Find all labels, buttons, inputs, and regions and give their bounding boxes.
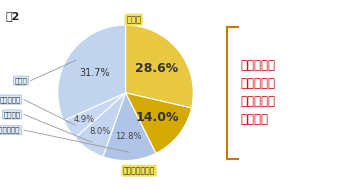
Wedge shape [75, 93, 126, 157]
Text: 31.7%: 31.7% [79, 67, 110, 77]
Text: 図2: 図2 [5, 11, 20, 21]
Text: 視覚障害の
４割以上が
視野が狭く
なる疾患: 視覚障害の ４割以上が 視野が狭く なる疾患 [241, 59, 276, 126]
Text: 黄斑変性: 黄斑変性 [4, 111, 21, 118]
Wedge shape [103, 93, 156, 160]
Text: 糖尿病網膜症: 糖尿病網膜症 [0, 127, 21, 133]
Text: 28.6%: 28.6% [135, 62, 178, 75]
Wedge shape [126, 93, 191, 153]
Text: 緑内障: 緑内障 [126, 15, 141, 24]
Text: 4.9%: 4.9% [74, 115, 95, 124]
Text: 14.0%: 14.0% [136, 112, 179, 124]
Text: 網膜色素変性症: 網膜色素変性症 [123, 166, 155, 175]
Text: 12.8%: 12.8% [115, 132, 141, 141]
Wedge shape [58, 25, 126, 121]
Text: 脈絡膜萎縮: 脈絡膜萎縮 [0, 96, 21, 103]
Wedge shape [64, 93, 126, 138]
Text: 8.0%: 8.0% [89, 127, 111, 136]
Wedge shape [126, 25, 193, 108]
Text: その他: その他 [15, 77, 27, 84]
